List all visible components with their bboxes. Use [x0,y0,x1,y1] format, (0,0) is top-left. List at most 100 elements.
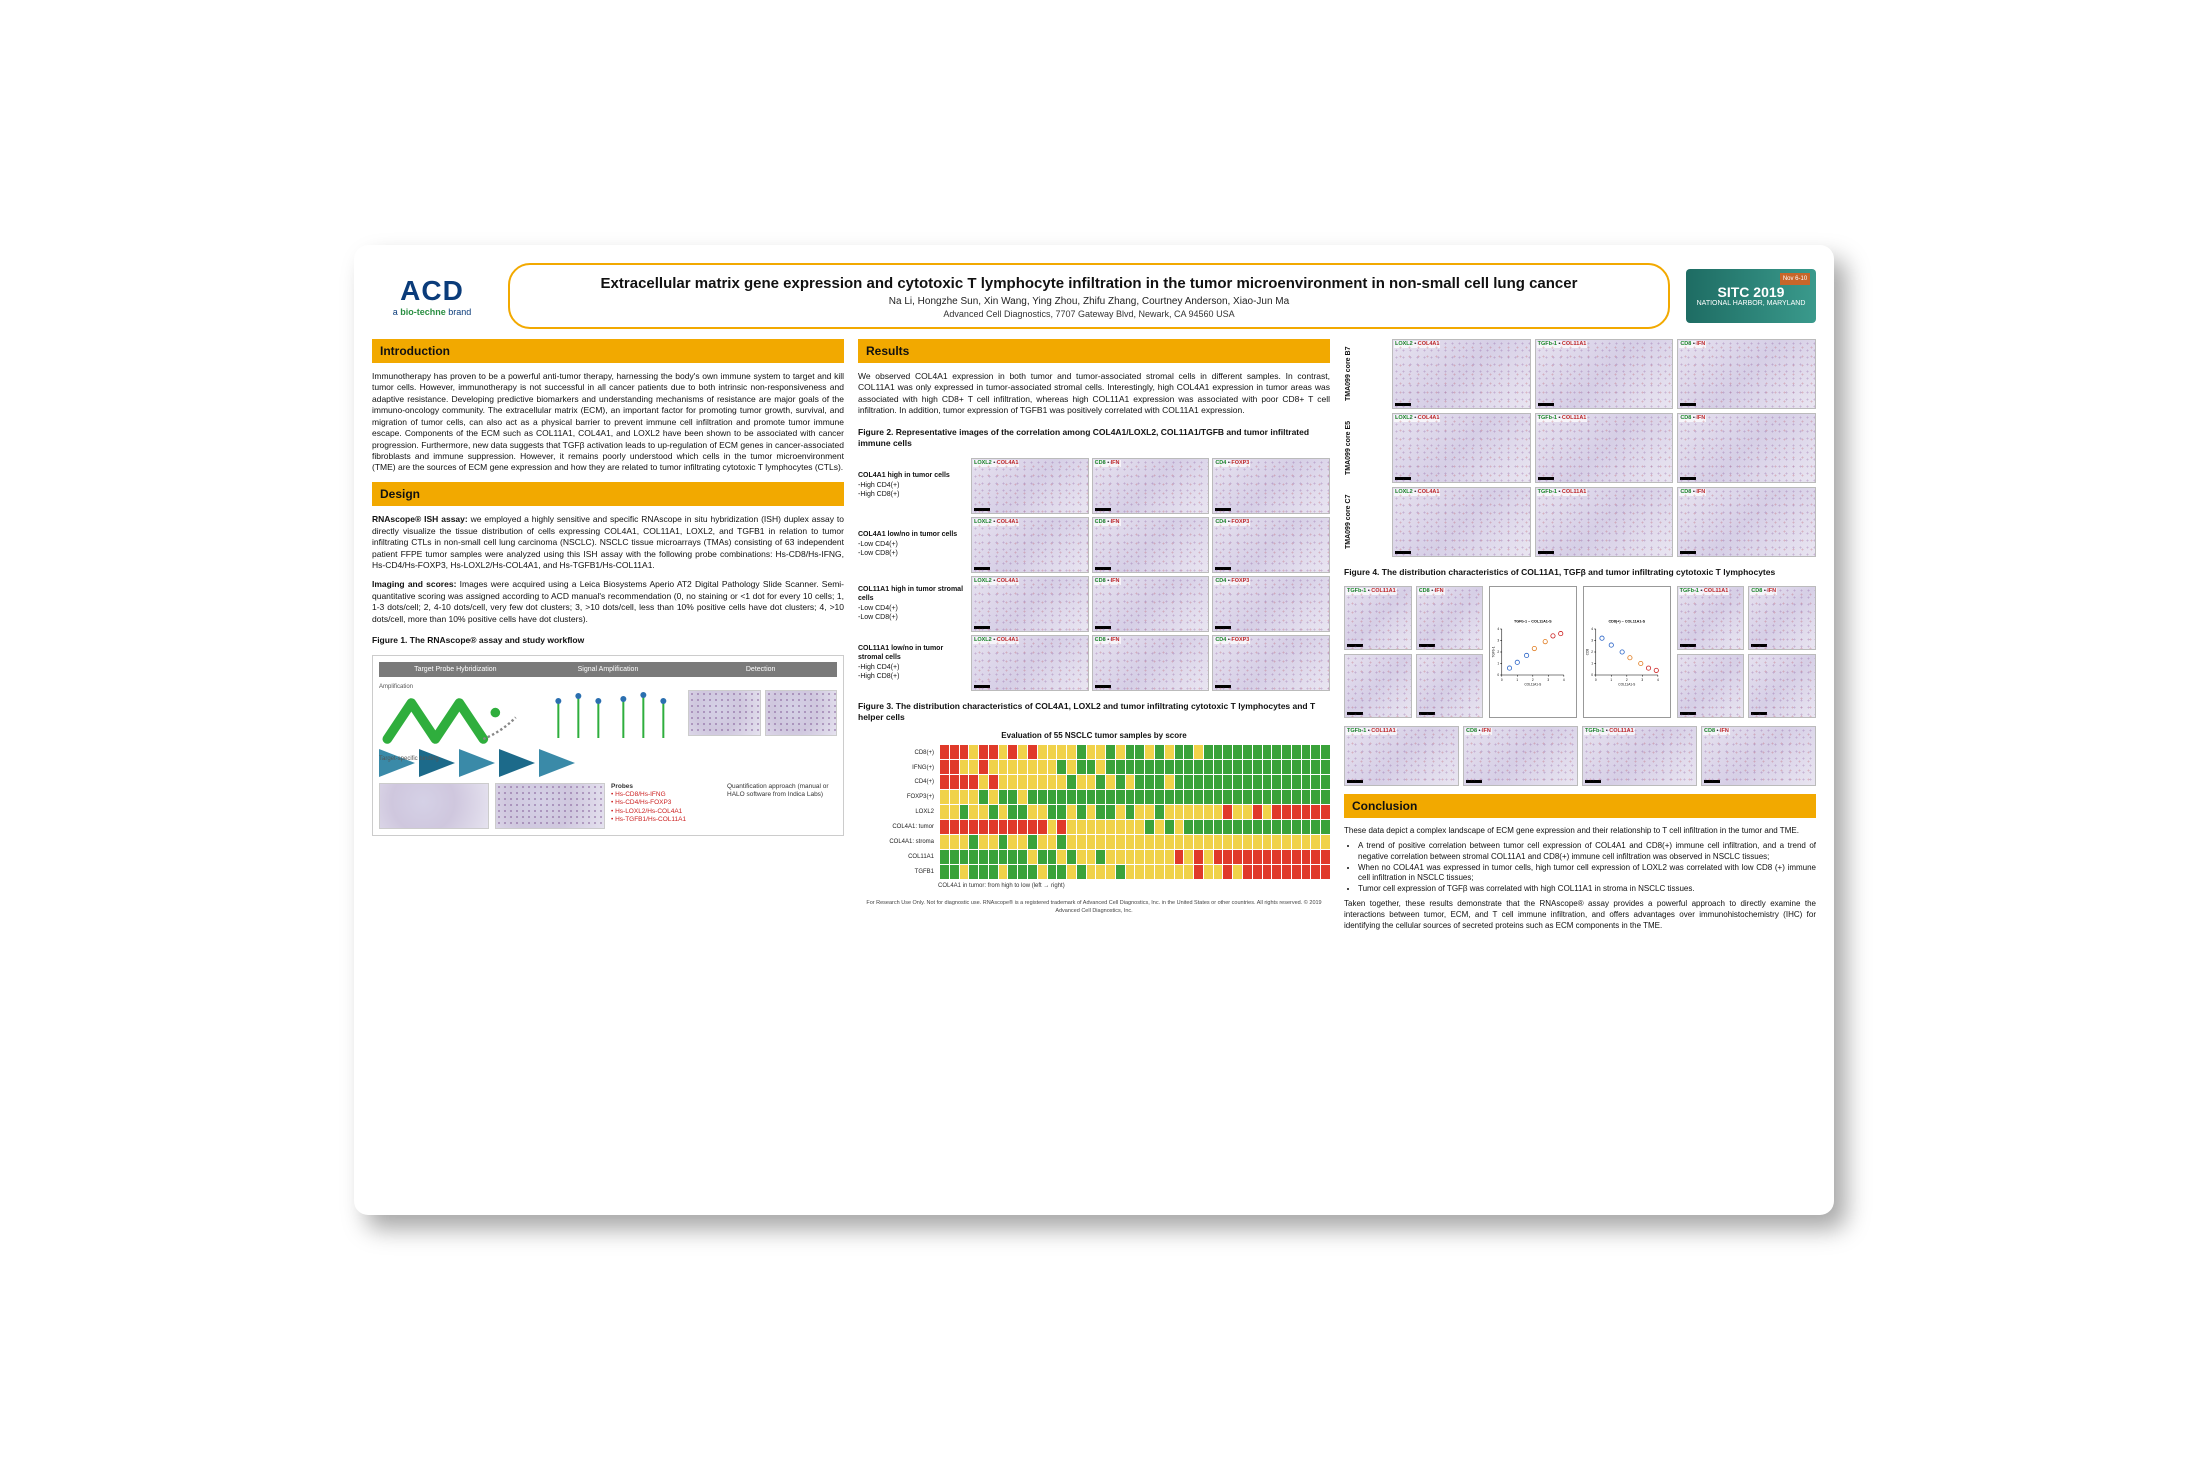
histology-tile: LOXL2 • COL4A1 [971,635,1089,691]
svg-text:3: 3 [1498,639,1500,643]
histology-tile: CD8 • IFN [1677,413,1816,483]
poster-header: ACD a bio-techne brand Extracellular mat… [372,263,1816,329]
tile: CD8 • IFN [1748,586,1816,650]
svg-text:CD8: CD8 [1585,649,1589,656]
svg-text:2: 2 [1498,650,1500,654]
section-design: Design [372,482,844,506]
column-2: Results We observed COL4A1 expression in… [858,339,1330,1203]
thumb [379,783,489,829]
scatter-left: TGFb-1 ~ COL11A1-S 0011223344 COL11A1-S … [1489,586,1577,718]
core-label: TMA099 core B7 [1344,339,1388,409]
svg-text:3: 3 [1641,678,1643,682]
tile: CD8 • IFN [1416,586,1484,650]
section-introduction: Introduction [372,339,844,363]
probe-list: Probes • Hs-CD8/Hs-IFNG • Hs-CD4/Hs-FOXP… [611,783,721,824]
svg-text:0: 0 [1591,673,1593,677]
svg-text:4: 4 [1591,627,1593,631]
disclaimer: For Research Use Only. Not for diagnosti… [858,900,1330,915]
svg-text:1: 1 [1498,662,1500,666]
amplification-icon [534,683,683,743]
thumb [688,690,760,736]
figure-1: Target Probe Hybridization Signal Amplif… [372,655,844,836]
svg-text:4: 4 [1657,678,1659,682]
thumb [765,690,837,736]
tile [1677,654,1745,718]
hybridization-icon: Amplification Target-specific binding [379,683,528,743]
fig1-row1: Amplification Target-specific binding [379,683,837,743]
core-label: TMA099 core C7 [1344,487,1388,557]
fig4-pair-right: TGFb-1 • COL11A1 CD8 • IFN [1677,586,1816,718]
fig2-row-label: COL4A1 high in tumor cells-High CD4(+)-H… [858,458,968,514]
svg-text:3: 3 [1591,639,1593,643]
fig2-row-label: COL11A1 high in tumor stromal cells-Low … [858,576,968,632]
fig4-caption: Figure 4. The distribution characteristi… [1344,567,1816,578]
histology-tile: TGFb-1 • COL11A1 [1535,339,1674,409]
conclusion-text: These data depict a complex landscape of… [1344,826,1816,931]
histology-tile: LOXL2 • COL4A1 [1392,413,1531,483]
svg-text:2: 2 [1626,678,1628,682]
fig4-scatter-pair: TGFb-1 ~ COL11A1-S 0011223344 COL11A1-S … [1489,586,1670,718]
core-label: TMA099 core E5 [1344,413,1388,483]
tile [1748,654,1816,718]
heatmap-grid [940,745,1330,879]
svg-text:1: 1 [1610,678,1612,682]
affiliation: Advanced Cell Diagnostics, 7707 Gateway … [528,309,1650,319]
title-box: Extracellular matrix gene expression and… [508,263,1670,329]
svg-text:0: 0 [1498,673,1500,677]
histology-tile: CD8 • IFN [1092,458,1210,514]
tile [1344,654,1412,718]
histology-tile: CD8 • IFN [1677,339,1816,409]
svg-text:TGFb-1: TGFb-1 [1492,646,1496,657]
svg-text:COL11A1-S: COL11A1-S [1618,683,1635,687]
svg-text:1: 1 [1591,662,1593,666]
fig1-caption: Figure 1. The RNAscope® assay and study … [372,635,844,646]
logo-main: ACD [372,275,492,307]
poster-title: Extracellular matrix gene expression and… [528,275,1650,292]
svg-text:0: 0 [1595,678,1597,682]
svg-text:2: 2 [1532,678,1534,682]
detection-thumbs [688,690,837,736]
svg-text:0: 0 [1501,678,1503,682]
histology-tile: LOXL2 • COL4A1 [971,517,1089,573]
histology-tile: LOXL2 • COL4A1 [1392,339,1531,409]
figure-2-grid: COL4A1 high in tumor cells-High CD4(+)-H… [858,458,1330,691]
fig1-topbar: Target Probe Hybridization Signal Amplif… [379,662,837,677]
poster-frame: ACD a bio-techne brand Extracellular mat… [354,245,1834,1215]
figure-3: Evaluation of 55 NSCLC tumor samples by … [858,731,1330,890]
svg-text:3: 3 [1548,678,1550,682]
thumb [495,783,605,829]
histology-tile: TGFb-1 • COL11A1 [1535,487,1674,557]
histology-tile: CD8 • IFN [1701,726,1816,786]
intro-text: Immunotherapy has proven to be a powerfu… [372,371,844,474]
histology-tile: CD4 • FOXP3 [1212,635,1330,691]
histology-tile: CD8 • IFN [1463,726,1578,786]
results-text: We observed COL4A1 expression in both tu… [858,371,1330,417]
fig3-caption: Figure 3. The distribution characteristi… [858,701,1330,724]
svg-text:COL11A1-S: COL11A1-S [1525,683,1542,687]
conference-badge: Nov 6-10 SITC 2019 NATIONAL HARBOR, MARY… [1686,269,1816,323]
acd-logo: ACD a bio-techne brand [372,275,492,317]
svg-text:2: 2 [1591,650,1593,654]
histology-tile: TGFb-1 • COL11A1 [1344,726,1459,786]
badge-date: Nov 6-10 [1780,273,1810,285]
figure-4-bottom: TGFb-1 • COL11A1CD8 • IFNTGFb-1 • COL11A… [1344,726,1816,786]
authors: Na Li, Hongzhe Sun, Xin Wang, Ying Zhou,… [528,296,1650,307]
histology-tile: LOXL2 • COL4A1 [971,576,1089,632]
section-results: Results [858,339,1330,363]
design-p1: RNAscope® ISH assay: we employed a highl… [372,514,844,571]
histology-tile: CD8 • IFN [1092,635,1210,691]
tile: TGFb-1 • COL11A1 [1677,586,1745,650]
svg-text:4: 4 [1498,627,1500,631]
heatmap: CD8(+)IFNG(+)CD4(+)FOXP3(+)LOXL2COL4A1: … [858,745,1330,879]
histology-tile: TGFb-1 • COL11A1 [1582,726,1697,786]
svg-text:4: 4 [1563,678,1565,682]
histology-tile: TGFb-1 • COL11A1 [1535,413,1674,483]
scatter-right: CD8(+) ~ COL11A1-S 0011223344 COL11A1-S … [1583,586,1671,718]
column-1: Introduction Immunotherapy has proven to… [372,339,844,1203]
badge-title: SITC 2019 [1718,284,1785,300]
column-3: TMA099 core B7LOXL2 • COL4A1TGFb-1 • COL… [1344,339,1816,1203]
badge-sub: NATIONAL HARBOR, MARYLAND [1697,300,1806,307]
conclusion-list: A trend of positive correlation between … [1358,841,1816,895]
chevron-icon [539,749,575,777]
columns: Introduction Immunotherapy has proven to… [372,339,1816,1203]
